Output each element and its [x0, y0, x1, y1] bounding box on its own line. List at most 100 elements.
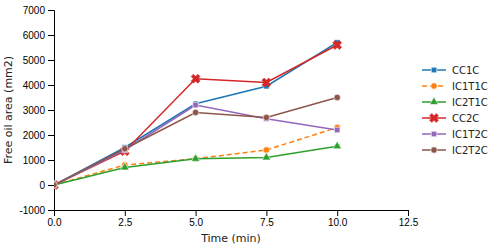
- tick-mark: [125, 210, 126, 216]
- tick: 1000: [23, 155, 54, 166]
- legend-marker: [431, 67, 436, 72]
- line: [54, 98, 337, 186]
- tick-mark: [48, 60, 54, 61]
- marker: [262, 153, 271, 160]
- marker: [330, 38, 343, 51]
- tick-label: 12.5: [399, 217, 419, 228]
- tick-mark: [48, 110, 54, 111]
- legend-label: IC1T2C: [452, 129, 488, 140]
- legend-label: IC2T1C: [452, 97, 488, 108]
- chart: 0.0 2.5 5.0 7.5 10.0 12.5 -1000 0 1000 2000 3000 40…: [0, 0, 500, 248]
- legend-label: CC1C: [452, 65, 479, 76]
- marker: [122, 146, 128, 152]
- tick: 0: [39, 180, 54, 191]
- marker: [54, 182, 57, 187]
- tick: 12.5: [399, 210, 419, 228]
- marker: [191, 154, 200, 161]
- tick: 0.0: [48, 210, 62, 228]
- tick-label: -1000: [19, 205, 45, 216]
- legend-marker: [431, 147, 437, 153]
- tick: 10.0: [328, 210, 348, 228]
- line: [54, 128, 337, 186]
- tick-label: 0: [39, 180, 45, 191]
- legend-marker: [430, 97, 439, 104]
- legend-item: IC2T1C: [422, 97, 488, 108]
- tick-label: 1000: [23, 155, 46, 166]
- marker: [334, 127, 339, 132]
- tick-label: 2.5: [118, 217, 132, 228]
- tick-mark: [48, 35, 54, 36]
- legend-item: IC2T2C: [422, 145, 488, 156]
- legend-marker: [431, 83, 437, 89]
- tick: 4000: [23, 80, 54, 91]
- x-axis-title: Time (min): [200, 232, 261, 245]
- tick-label: 5.0: [189, 217, 203, 228]
- tick-mark: [48, 135, 54, 136]
- series: [54, 102, 340, 187]
- axis-line: [48, 11, 55, 211]
- legend-label: CC2C: [452, 113, 479, 124]
- legend-label: IC2T2C: [452, 145, 488, 156]
- tick-label: 2000: [23, 130, 46, 141]
- tick: -1000: [19, 205, 54, 216]
- tick-label: 7000: [23, 5, 46, 16]
- tick: 6000: [23, 30, 54, 41]
- x-axis: 0.0 2.5 5.0 7.5 10.0 12.5: [48, 210, 419, 228]
- line: [54, 45, 337, 185]
- marker: [189, 72, 202, 85]
- marker: [333, 141, 342, 148]
- legend-marker: [431, 131, 436, 136]
- marker: [193, 102, 198, 107]
- tick-mark: [196, 210, 197, 216]
- legend-item: IC1T1C: [422, 81, 488, 92]
- tick-label: 7.5: [260, 217, 274, 228]
- line: [54, 43, 337, 186]
- axis-line: [55, 211, 409, 217]
- tick-label: 6000: [23, 30, 46, 41]
- tick-mark: [266, 210, 267, 216]
- tick-label: 10.0: [328, 217, 348, 228]
- series: [54, 40, 340, 188]
- plot-area: [54, 38, 344, 191]
- tick: 2000: [23, 130, 54, 141]
- legend-item: IC1T2C: [422, 129, 488, 140]
- tick: 5.0: [189, 210, 203, 228]
- marker: [121, 163, 130, 170]
- tick-mark: [48, 210, 54, 211]
- tick: 3000: [23, 105, 54, 116]
- marker: [192, 109, 198, 115]
- legend-item: CC1C: [422, 65, 479, 76]
- tick: 7000: [23, 5, 54, 16]
- series: [54, 38, 344, 191]
- marker: [54, 178, 61, 191]
- series: [54, 124, 340, 188]
- tick-label: 5000: [23, 55, 46, 66]
- marker: [334, 94, 340, 100]
- tick: 5000: [23, 55, 54, 66]
- legend-marker: [427, 111, 440, 124]
- tick-mark: [48, 10, 54, 11]
- tick: 2.5: [118, 210, 132, 228]
- marker: [263, 114, 269, 120]
- tick-mark: [408, 210, 409, 216]
- plot-root: 0.0 2.5 5.0 7.5 10.0 12.5 -1000 0 1000 2000 3000 40…: [2, 5, 488, 245]
- tick-label: 3000: [23, 105, 46, 116]
- tick-mark: [48, 185, 54, 186]
- tick: 7.5: [260, 210, 274, 228]
- legend-item: CC2C: [422, 111, 479, 124]
- error-bar: [193, 103, 198, 107]
- marker: [54, 182, 57, 188]
- marker: [54, 182, 57, 187]
- series: [54, 94, 340, 188]
- tick-label: 4000: [23, 80, 46, 91]
- marker: [260, 76, 273, 89]
- marker: [54, 182, 57, 188]
- tick-mark: [48, 85, 54, 86]
- line: [54, 105, 337, 185]
- tick-label: 0.0: [48, 217, 62, 228]
- tick-mark: [337, 210, 338, 216]
- legend-label: IC1T1C: [452, 81, 488, 92]
- legend: CC1C IC1T1C IC2T1C CC2C IC1T2C IC2T2C: [422, 65, 488, 156]
- y-axis: -1000 0 1000 2000 3000 4000 5000 6000 7000: [19, 5, 54, 216]
- tick-mark: [48, 160, 54, 161]
